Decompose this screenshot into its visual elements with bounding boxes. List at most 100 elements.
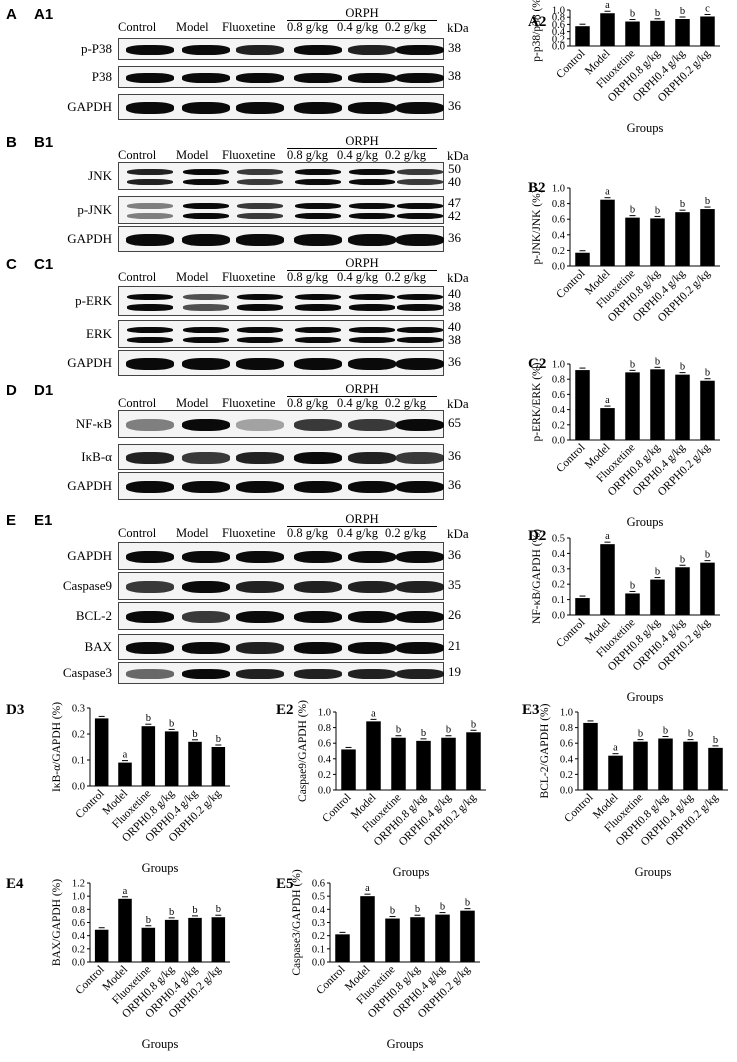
blot-strip	[118, 662, 444, 684]
blot-band	[182, 550, 230, 564]
y-tick-label: 0.4	[552, 230, 566, 241]
y-tick-label: 0.0	[72, 782, 85, 793]
blot-band	[348, 234, 396, 246]
bar	[575, 370, 590, 440]
bar	[118, 762, 132, 786]
bar	[675, 19, 690, 46]
blot-band	[397, 179, 443, 186]
blot-band	[182, 45, 230, 55]
y-tick-label: 1.2	[72, 879, 85, 890]
panel-sublabel: D1	[34, 382, 54, 399]
blot-band	[126, 234, 174, 246]
blot-band	[236, 358, 284, 370]
blot-band	[182, 610, 230, 624]
blot-strip	[118, 196, 444, 224]
blot-band	[294, 550, 342, 564]
lane-label: 0.2 g/kg	[385, 148, 426, 162]
blot-band	[126, 610, 174, 624]
blot-band	[126, 480, 174, 494]
blot-band	[236, 418, 284, 432]
lane-label: Control	[118, 148, 157, 162]
blot-band	[294, 642, 342, 654]
y-tick-label: 0.3	[552, 564, 565, 575]
chart-panel-label: D2	[528, 528, 546, 544]
blot-band	[236, 550, 284, 564]
y-axis-label: p-ERK/ERK (%)	[531, 362, 543, 441]
blot-band	[126, 73, 174, 83]
protein-label: IκB-α	[81, 449, 112, 464]
blot-band	[182, 480, 230, 494]
kda-value: 38	[448, 40, 461, 55]
blot-band	[127, 203, 173, 210]
y-tick-label: 0.2	[560, 770, 573, 781]
kda-value: 36	[448, 354, 461, 369]
kda-header: kDa	[447, 396, 469, 411]
blot-band	[396, 358, 444, 370]
panel-letter: A	[6, 6, 17, 23]
kda-value: 26	[448, 607, 461, 622]
blot-band	[294, 580, 342, 594]
bar	[700, 562, 715, 615]
blot-band	[397, 169, 443, 176]
blot-band	[236, 102, 284, 114]
y-tick-label: 0.5	[552, 534, 565, 545]
kda-value: 40 38	[448, 319, 461, 347]
protein-label: p-ERK	[75, 293, 112, 308]
bar	[416, 740, 431, 790]
lane-label: Fluoxetine	[222, 270, 276, 284]
significance-letter: b	[680, 362, 685, 373]
protein-label: BAX	[84, 639, 112, 654]
significance-letter: c	[705, 3, 710, 14]
blot-band	[183, 203, 229, 210]
orph-bracket-line	[287, 270, 437, 271]
y-tick-label: 0.6	[552, 215, 565, 226]
blot-band	[294, 358, 342, 370]
blot-band	[182, 580, 230, 594]
significance-letter: b	[471, 719, 476, 730]
lane-label: 0.8 g/kg	[287, 148, 328, 162]
protein-label: GAPDH	[67, 478, 112, 493]
blot-band	[237, 169, 283, 176]
blot-band	[236, 73, 284, 83]
bar	[335, 934, 350, 962]
blot-band	[127, 337, 173, 344]
blot-band	[349, 203, 395, 210]
blot-band	[237, 293, 283, 301]
kda-value: 50 40	[448, 161, 461, 189]
significance-letter: b	[216, 904, 221, 915]
y-tick-label: 0.4	[312, 905, 326, 916]
y-tick-label: 0.6	[318, 739, 331, 750]
y-tick-label: 1.0	[552, 184, 565, 195]
bar	[700, 16, 715, 46]
blot-band	[397, 304, 443, 311]
significance-letter: b	[415, 904, 420, 915]
blot-band	[182, 358, 230, 370]
significance-letter: b	[390, 906, 395, 917]
bar	[633, 741, 648, 790]
blot-band	[127, 179, 173, 186]
lane-label: 0.2 g/kg	[385, 20, 426, 34]
blot-strip	[118, 162, 444, 190]
significance-letter: b	[630, 205, 635, 216]
x-axis-label: Groups	[393, 865, 430, 879]
protein-label: JNK	[88, 168, 112, 183]
blot-strip	[118, 226, 444, 252]
blot-band	[127, 293, 173, 301]
kda-value: 65	[448, 415, 461, 430]
blot-band	[397, 203, 443, 210]
kda-value: 35	[448, 577, 461, 592]
bar	[625, 217, 640, 266]
bar	[211, 747, 226, 786]
y-tick-label: 0.8	[552, 199, 565, 210]
blot-band	[348, 580, 396, 594]
protein-label: p-P38	[80, 41, 112, 56]
panel-letter: E	[6, 512, 17, 529]
significance-letter: a	[605, 395, 610, 406]
bar	[658, 738, 673, 790]
y-tick-label: 0.2	[552, 420, 565, 431]
bar	[141, 726, 156, 786]
blot-band	[126, 358, 174, 370]
y-tick-label: 1.0	[318, 708, 331, 719]
y-axis-label: IκB-α/GAPDH (%)	[51, 702, 63, 792]
blot-band	[183, 213, 229, 220]
